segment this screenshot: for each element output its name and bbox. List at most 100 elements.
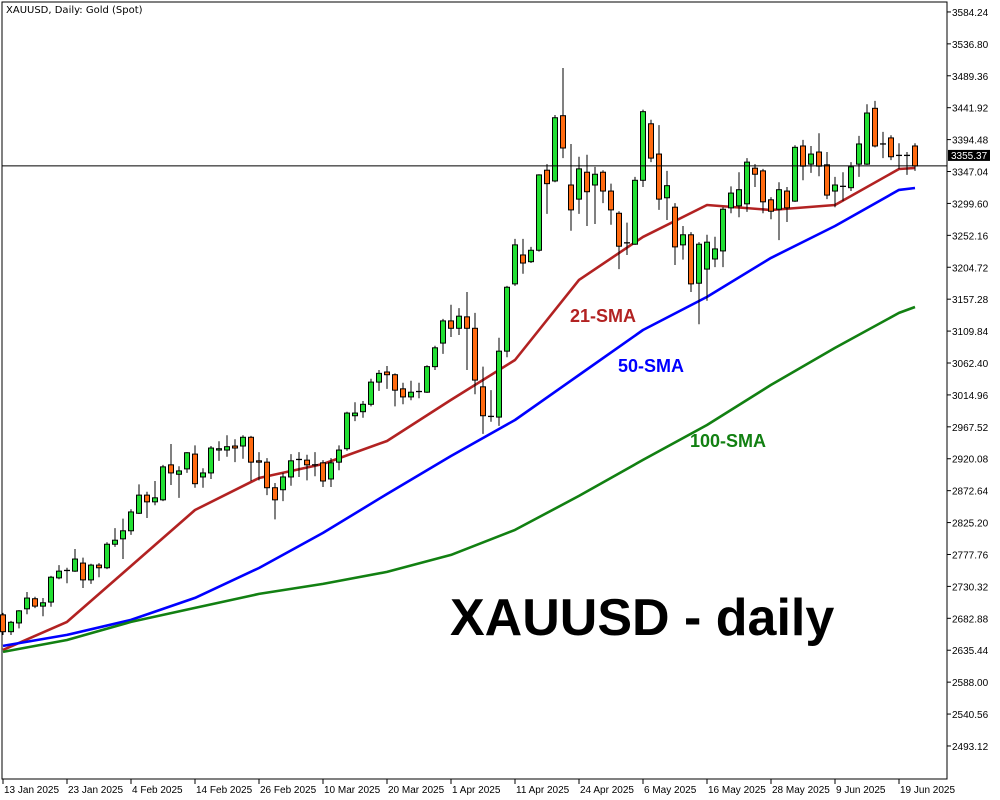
candle [544,164,550,214]
candle [304,454,310,481]
candle [136,484,142,514]
candle-body-bear [472,327,478,381]
candle-body-bear [232,445,238,449]
candle [432,345,438,370]
candle-body-bear [32,598,38,607]
candle [832,176,838,208]
candle [624,222,630,255]
candle-body-bull [776,189,782,210]
candle-body-bear [144,494,150,503]
candle-body-bull [408,391,414,398]
y-tick-label: 3252.16 [952,231,989,242]
x-tick-label: 11 Apr 2025 [516,785,570,796]
legend-sma21-label: 21-SMA [570,306,636,326]
candle [400,382,406,405]
candle-body-bull [744,161,750,205]
candle [392,373,398,407]
y-tick-label: 2682.88 [952,614,989,625]
candle [496,337,502,426]
candle [848,162,854,192]
candle-body-bull [224,446,230,451]
candle [280,472,286,502]
sma-line-50-sma [2,186,916,648]
candle-body-bull [152,497,158,503]
candle [856,135,862,177]
candle [320,460,326,488]
candle [528,246,534,264]
candle [792,145,798,202]
y-tick-label: 2825.20 [952,519,989,530]
candle-body-bull [504,286,510,352]
candle [24,591,30,615]
candle-body-bear [600,171,606,192]
candle [760,168,766,214]
candle-body-bear [80,562,86,581]
x-tick-label: 13 Jan 2025 [4,785,59,796]
candle [840,172,846,202]
candle-body-bull [720,208,726,252]
candle-body-bear [320,462,326,482]
candle-body-bull [712,248,718,260]
candle-body-bear [464,316,470,329]
candle-body-bull [240,436,246,447]
candle-body-bull [456,315,462,329]
candle-body-bear [264,461,270,489]
candle [48,575,54,607]
candle-body-bull [536,174,542,251]
candle-body-bear [584,171,590,193]
candle-body-bull [792,146,798,202]
y-tick-label: 2730.32 [952,582,989,593]
candle-body-bull [424,366,430,393]
candle-body-bear [560,115,566,149]
candle [160,464,166,502]
candle-body-bull [864,112,870,165]
candle-body-bull [136,494,142,514]
candle [752,164,758,188]
candle [128,509,134,535]
candle-body-bear [256,460,262,463]
candle-body-bear [608,190,614,211]
candle [232,439,238,463]
candle [776,182,782,241]
candle [72,548,78,572]
candle-body-bear [688,234,694,285]
candle-body-bear [192,453,198,485]
candle-body-bear [800,145,806,167]
candle [728,186,734,214]
y-tick-label: 3299.60 [952,199,989,210]
candle-body-bear [616,212,622,247]
candle-body-bear [480,386,486,417]
candle [672,203,678,266]
candle [248,435,254,481]
candle-body-bear [248,436,254,463]
x-tick-label: 26 Feb 2025 [260,785,317,796]
x-tick-label: 9 Jun 2025 [836,785,886,796]
candle [120,518,126,560]
candle-body-bear [672,206,678,248]
candle-body-bull [120,530,126,540]
candle-body-bear [816,151,822,167]
x-tick-label: 16 May 2025 [708,785,766,796]
candle-body-bull [176,470,182,475]
candle [112,528,118,547]
y-tick-label: 3347.04 [952,168,989,179]
candle-body-bull [432,347,438,368]
candle [376,369,382,391]
candle [144,491,150,518]
candle [104,542,110,570]
candle-body-bull [576,168,582,200]
candle-body-bear [392,374,398,391]
candle-body-bull [112,539,118,545]
candle-body-bear [384,371,390,376]
candle [520,238,526,274]
y-tick-label: 2588.00 [952,678,989,689]
candle [632,176,638,245]
candle [600,170,606,204]
candle-body-bull [288,460,294,478]
candle [472,312,478,395]
candle-body-bull [128,511,134,532]
y-tick-label: 2540.56 [952,710,989,721]
candle-body-bull [368,381,374,405]
candle [824,152,830,200]
candle [56,565,62,580]
